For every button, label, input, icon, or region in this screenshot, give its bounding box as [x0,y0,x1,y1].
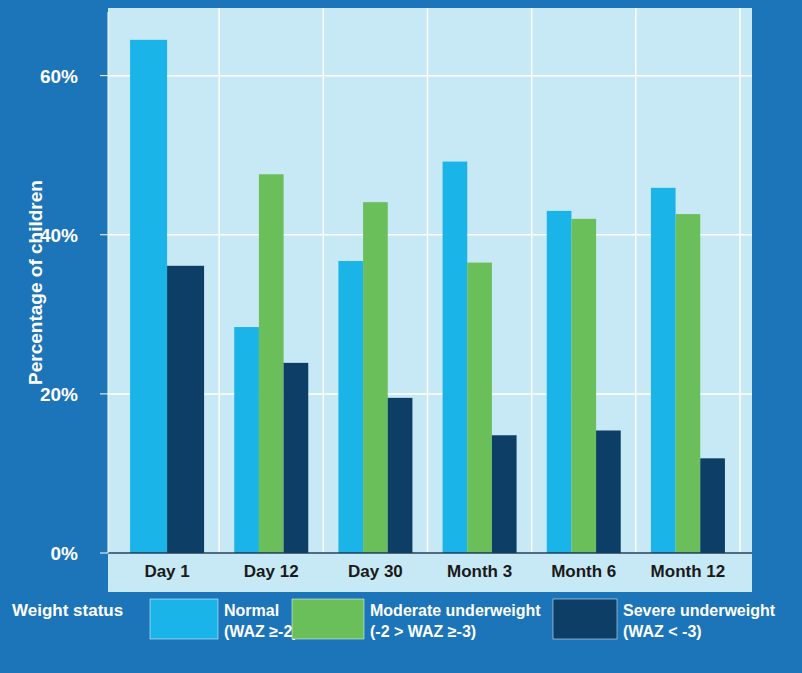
x-tick-label: Month 3 [447,562,512,581]
legend-label-line: Normal [224,602,279,619]
bar [700,458,725,553]
x-tick-label: Month 6 [551,562,616,581]
legend-label: Severe underweight (WAZ < -3) [623,602,776,640]
legend-label-line: Severe underweight [623,602,776,619]
bar [234,327,259,553]
legend-swatch [150,599,218,639]
bar [492,435,517,553]
legend-label: Moderate underweight (-2 > WAZ ≥-3) [370,602,541,640]
y-tick [100,75,108,76]
y-tick-label: 20% [40,384,78,405]
legend-label-line: Moderate underweight [370,602,541,619]
y-tick-label: 0% [51,543,79,564]
background [0,0,802,673]
x-axis [108,552,752,554]
legend-label-line: (WAZ ≥-2) [224,623,298,640]
legend-label-line: (-2 > WAZ ≥-3) [370,623,476,640]
bar [363,202,388,553]
chart: 0%20%40%60%Percentage of childrenDay 1Da… [0,0,802,673]
bar [284,363,309,553]
bar [259,174,284,553]
y-axis [108,12,109,553]
y-tick [100,393,108,394]
category-divider [218,8,220,553]
bar [443,162,468,553]
y-axis-label: Percentage of children [25,180,46,385]
category-divider [427,8,429,553]
y-tick [100,234,108,235]
legend-swatch [553,599,617,639]
grid-line [108,552,752,554]
bar [651,188,676,553]
bar [338,261,363,553]
bar [547,211,572,553]
x-tick-label: Day 30 [348,562,403,581]
category-divider [635,8,637,553]
category-divider [531,8,533,553]
bars [130,40,725,553]
x-tick-label: Day 12 [244,562,299,581]
category-divider [739,8,741,553]
bar [467,263,492,553]
legend-title: Weight status [12,601,123,620]
y-tick [100,553,108,554]
bar [676,214,701,553]
legend-label: Normal (WAZ ≥-2) [224,602,298,640]
bar [388,398,413,553]
grid-line [108,75,752,77]
legend-label-line: (WAZ < -3) [623,623,702,640]
x-tick-label: Month 12 [651,562,726,581]
legend-swatch [292,599,364,639]
bar [571,219,596,553]
category-divider [323,8,325,553]
bar [167,266,204,553]
bar [596,430,621,553]
plot-panel [108,8,752,592]
x-tick-label: Day 1 [144,562,189,581]
bar [130,40,167,553]
y-tick-label: 60% [40,66,78,87]
